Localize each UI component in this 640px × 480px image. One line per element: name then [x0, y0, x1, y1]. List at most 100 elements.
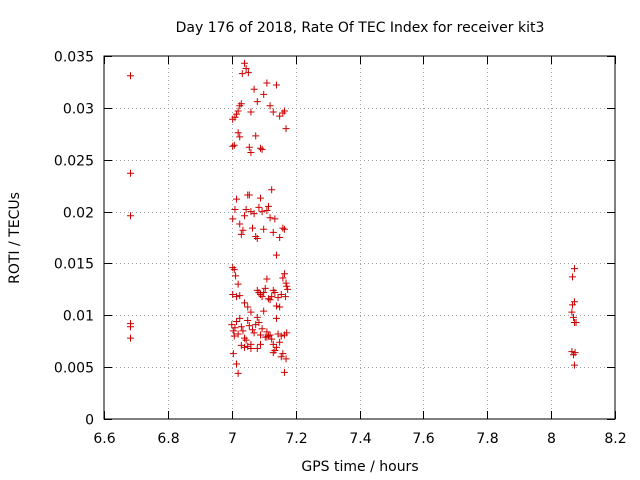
data-point [247, 308, 255, 316]
data-point [250, 329, 258, 337]
data-point [280, 368, 288, 376]
data-point [237, 323, 245, 331]
data-point [277, 332, 285, 340]
data-point [238, 70, 246, 78]
x-tick-label: 7.2 [285, 431, 307, 447]
data-point [233, 110, 241, 118]
data-point [264, 332, 272, 340]
data-point [268, 335, 276, 343]
data-point [231, 324, 239, 332]
data-point [250, 85, 258, 93]
data-point [247, 148, 255, 156]
data-point [249, 326, 257, 334]
data-point [127, 72, 135, 80]
data-point [572, 319, 580, 327]
data-point [283, 329, 291, 337]
data-point [229, 291, 237, 299]
x-tick-label: 8 [547, 431, 556, 447]
data-point [260, 90, 268, 98]
data-point [276, 338, 284, 346]
data-point [252, 132, 260, 140]
data-point [241, 59, 249, 67]
data-point [570, 361, 578, 369]
data-point [228, 321, 236, 329]
data-point [253, 313, 261, 321]
grid-lines [104, 56, 615, 419]
data-point [229, 350, 237, 358]
data-point [233, 195, 241, 203]
data-point [272, 251, 280, 259]
data-point [229, 142, 237, 150]
data-point [264, 202, 272, 210]
data-point [269, 349, 277, 357]
data-point [260, 288, 268, 296]
data-point [571, 349, 579, 357]
data-point [256, 340, 264, 348]
x-tick-label: 7.4 [349, 431, 371, 447]
data-point [277, 291, 285, 299]
data-point [253, 98, 261, 106]
data-point [255, 203, 263, 211]
data-point [233, 293, 241, 301]
data-point [234, 369, 242, 377]
data-point [239, 226, 247, 234]
data-point [568, 348, 576, 356]
data-point [281, 293, 289, 301]
data-points [127, 59, 580, 377]
y-tick-label: 0.01 [63, 309, 94, 325]
x-tick-label: 7.6 [412, 431, 434, 447]
axis-ticks [104, 56, 616, 420]
data-point [272, 314, 280, 322]
data-point [242, 205, 250, 213]
data-point [279, 274, 287, 282]
data-point [236, 220, 244, 228]
data-point [244, 69, 252, 77]
data-point [263, 333, 271, 341]
data-point [266, 214, 274, 222]
data-point [233, 318, 241, 326]
data-point [245, 322, 253, 330]
data-point [229, 327, 237, 335]
data-point [568, 308, 576, 316]
data-point [241, 299, 249, 307]
plot-frame [103, 55, 616, 420]
data-point [127, 323, 135, 331]
data-point [244, 316, 252, 324]
data-point [253, 235, 261, 243]
data-point [266, 296, 274, 304]
data-point [279, 350, 287, 358]
x-tick-label: 6.8 [157, 431, 179, 447]
data-point [231, 205, 239, 213]
data-point [250, 210, 258, 218]
data-point [234, 280, 242, 288]
data-point [230, 266, 238, 274]
x-tick-label: 6.6 [93, 431, 115, 447]
data-point [569, 301, 577, 309]
data-point [258, 145, 266, 153]
data-point [247, 344, 255, 352]
data-point [249, 224, 257, 232]
data-point [232, 272, 240, 280]
data-point [260, 307, 268, 315]
data-point [283, 282, 291, 290]
data-point [256, 144, 264, 152]
y-tick-label: 0.03 [63, 102, 94, 118]
data-point [261, 284, 269, 292]
data-point [255, 319, 263, 327]
data-point [280, 107, 288, 115]
data-point [276, 303, 284, 311]
data-point [570, 265, 578, 273]
data-point [237, 100, 245, 108]
data-point [279, 224, 287, 232]
data-point [234, 107, 242, 115]
data-point [280, 225, 288, 233]
x-tick-label: 7.8 [476, 431, 498, 447]
data-point [263, 79, 271, 87]
data-point [269, 340, 277, 348]
data-point [230, 332, 238, 340]
y-tick-label: 0.005 [54, 361, 94, 377]
data-point [258, 293, 266, 301]
data-point [272, 343, 280, 351]
data-point [280, 270, 288, 278]
data-point [256, 194, 264, 202]
